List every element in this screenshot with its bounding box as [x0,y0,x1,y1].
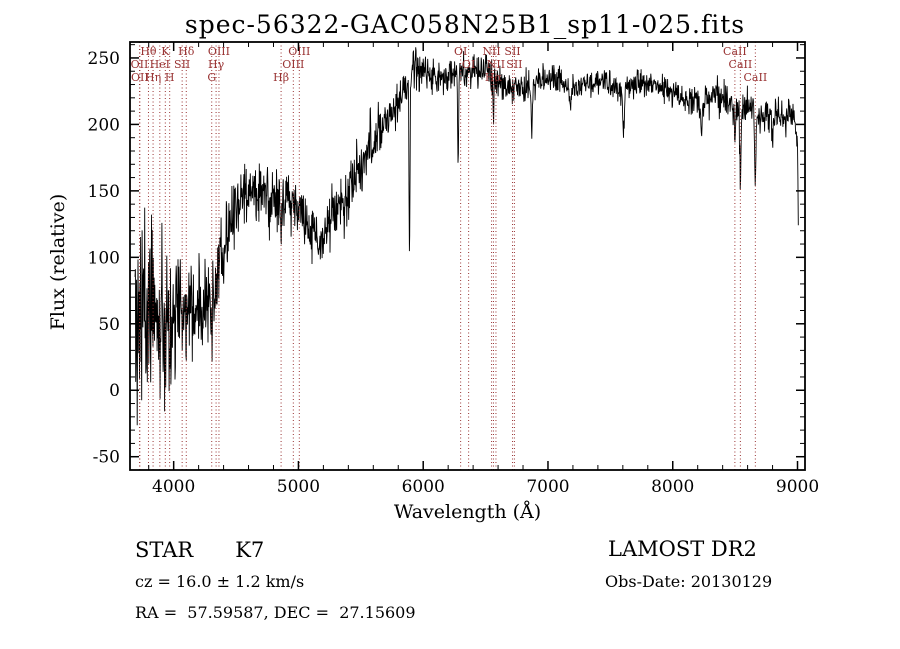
svg-text:Hη: Hη [145,71,161,84]
svg-text:0: 0 [109,381,120,401]
svg-text:200: 200 [88,115,120,135]
svg-text:Hα: Hα [485,71,503,84]
svg-text:OII: OII [131,58,149,71]
svg-text:CaII: CaII [729,58,753,71]
svg-text:SII: SII [506,58,522,71]
svg-text:9000: 9000 [776,477,819,497]
svg-text:G: G [207,71,216,84]
svg-text:OI: OI [454,45,467,58]
svg-text:250: 250 [88,49,120,69]
y-axis-label: Flux (relative) [47,193,69,331]
object-subclass-label: K7 [235,538,265,562]
svg-text:HeI: HeI [150,58,170,71]
svg-text:NII: NII [487,58,505,71]
svg-text:150: 150 [88,182,120,202]
svg-text:CaII: CaII [744,71,768,84]
svg-text:OIII: OIII [208,45,230,58]
svg-text:Hβ: Hβ [273,71,289,84]
svg-text:OIII: OIII [288,45,310,58]
obs-date: Obs-Date: 20130129 [605,572,773,591]
svg-text:Hδ: Hδ [178,45,195,58]
svg-text:8000: 8000 [651,477,694,497]
x-axis-label: Wavelength (Å) [393,501,542,523]
svg-text:6000: 6000 [402,477,445,497]
svg-text:OIII: OIII [282,58,304,71]
svg-text:-50: -50 [93,448,120,468]
svg-text:4000: 4000 [152,477,195,497]
radec-value: RA = 57.59587, DEC = 27.15609 [135,603,416,622]
plot-title: spec-56322-GAC058N25B1_sp11-025.fits [184,10,746,39]
svg-text:100: 100 [88,248,120,268]
svg-text:NII: NII [482,45,500,58]
svg-text:50: 50 [98,315,120,335]
svg-text:SII: SII [174,58,190,71]
svg-text:CaII: CaII [723,45,747,58]
svg-text:H: H [165,71,175,84]
svg-text:K: K [161,45,170,58]
svg-text:OII: OII [131,71,149,84]
axes: 4000 5000 6000 7000 8000 9000 -50 0 50 100 150 200 2… [88,41,819,497]
cz-value: cz = 16.0 ± 1.2 km/s [135,572,305,591]
svg-text:Hθ: Hθ [140,45,157,58]
svg-text:Hγ: Hγ [208,58,225,71]
svg-text:7000: 7000 [526,477,569,497]
object-type-label: STAR [135,538,194,562]
svg-text:5000: 5000 [277,477,320,497]
svg-text:SII: SII [504,45,520,58]
spectrum-trace [134,47,799,426]
object-classification: STAR K7 [135,538,264,562]
survey-label: LAMOST DR2 [608,537,757,561]
svg-text:OI: OI [462,58,475,71]
